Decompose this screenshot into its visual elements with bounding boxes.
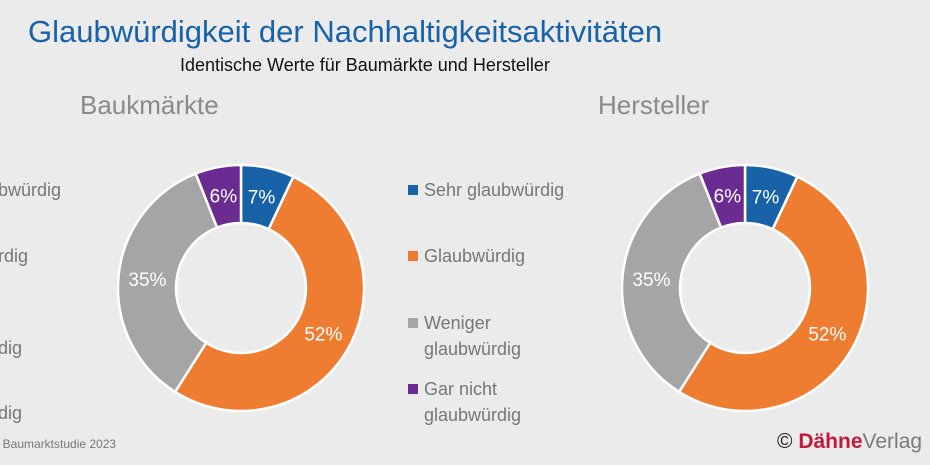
- legend-item-sehr: Sehr glaubwürdig: [408, 177, 565, 203]
- donut-segment: [194, 163, 243, 230]
- donut-segment: [677, 175, 870, 413]
- copyright: © DähneVerlag: [777, 430, 922, 454]
- donut-segment: [116, 172, 219, 394]
- copyright-symbol: ©: [777, 430, 793, 453]
- donut-segment: [620, 172, 723, 394]
- brand-verlag: Verlag: [862, 430, 923, 453]
- cropped-legend-4: dig: [0, 403, 23, 423]
- source-note: : Baumarktstudie 2023: [0, 437, 117, 451]
- legend-item-weniger: Weniger glaubwürdig: [408, 310, 522, 362]
- legend-swatch: [408, 384, 418, 394]
- data-label: 35%: [128, 270, 166, 291]
- donut-segment: [698, 163, 747, 230]
- legend-swatch: [408, 318, 418, 328]
- legend-item-gar-nicht: Gar nicht glaubwürdig: [408, 376, 522, 428]
- legend-label: Glaubwürdig: [424, 246, 526, 266]
- data-label: 35%: [632, 270, 670, 291]
- chart-title-hersteller: Hersteller: [598, 90, 710, 120]
- legend-label: glaubwürdig: [424, 339, 522, 359]
- cropped-legend-2: rdig: [0, 246, 29, 266]
- data-label: 6%: [210, 187, 238, 208]
- donut-segment: [173, 175, 366, 413]
- data-label: 6%: [714, 187, 742, 208]
- data-label: 7%: [248, 187, 276, 208]
- legend-swatch: [408, 185, 418, 195]
- legend-label: glaubwürdig: [424, 405, 522, 425]
- brand-logo: Dähne: [798, 430, 863, 453]
- legend-label: Sehr glaubwürdig: [424, 180, 565, 200]
- data-label: 7%: [752, 187, 780, 208]
- legend-item-glaubwuerdig: Glaubwürdig: [408, 243, 526, 269]
- legend-swatch: [408, 251, 418, 261]
- chart-title-baumaerkte: Baukmärkte: [80, 90, 219, 120]
- legend-label: Gar nicht: [424, 379, 498, 399]
- cropped-legend-3: dig: [0, 338, 23, 358]
- data-label: 52%: [304, 324, 342, 345]
- page-title: Glaubwürdigkeit der Nachhaltigkeitsaktiv…: [28, 14, 663, 49]
- data-label: 52%: [808, 324, 846, 345]
- subtitle: Identische Werte für Baumärkte und Herst…: [180, 55, 550, 75]
- cropped-legend-1: bwürdig: [0, 180, 62, 200]
- legend-label: Weniger: [424, 313, 491, 333]
